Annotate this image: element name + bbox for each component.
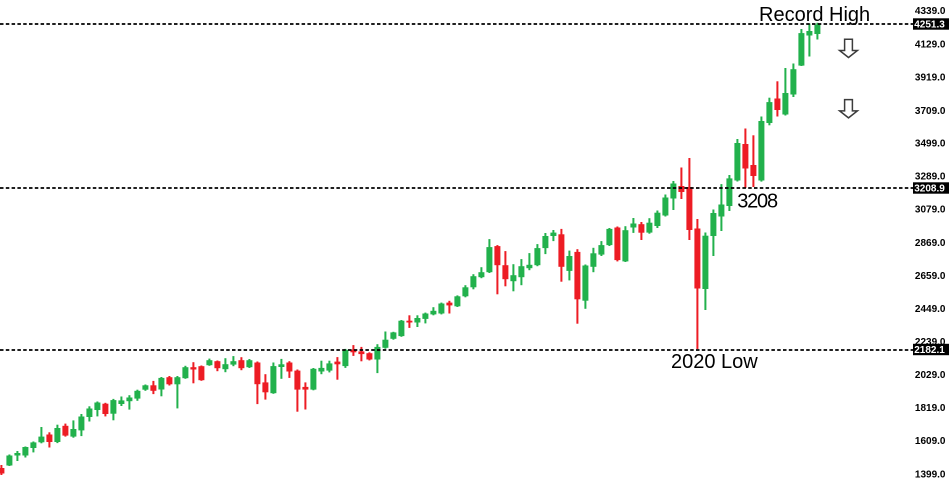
- svg-text:2029.0: 2029.0: [915, 370, 946, 381]
- svg-text:3709.0: 3709.0: [915, 106, 946, 117]
- svg-text:2020 Low: 2020 Low: [671, 351, 758, 373]
- svg-text:4339.0: 4339.0: [915, 6, 946, 17]
- svg-text:1609.0: 1609.0: [915, 436, 946, 447]
- svg-text:3499.0: 3499.0: [915, 139, 946, 150]
- svg-text:3208: 3208: [737, 190, 778, 212]
- svg-text:2659.0: 2659.0: [915, 271, 946, 282]
- svg-text:4129.0: 4129.0: [915, 39, 946, 50]
- svg-text:2449.0: 2449.0: [915, 304, 946, 315]
- svg-text:1819.0: 1819.0: [915, 403, 946, 414]
- svg-text:2239.0: 2239.0: [915, 337, 946, 348]
- svg-text:4251.3: 4251.3: [914, 20, 945, 31]
- svg-text:2869.0: 2869.0: [915, 238, 946, 249]
- svg-text:3919.0: 3919.0: [915, 72, 946, 83]
- svg-text:2182.1: 2182.1: [914, 345, 945, 356]
- svg-text:1399.0: 1399.0: [915, 469, 946, 480]
- svg-text:3079.0: 3079.0: [915, 205, 946, 216]
- svg-text:3289.0: 3289.0: [915, 172, 946, 183]
- svg-text:3208.9: 3208.9: [914, 184, 945, 195]
- svg-text:Record High: Record High: [759, 4, 870, 26]
